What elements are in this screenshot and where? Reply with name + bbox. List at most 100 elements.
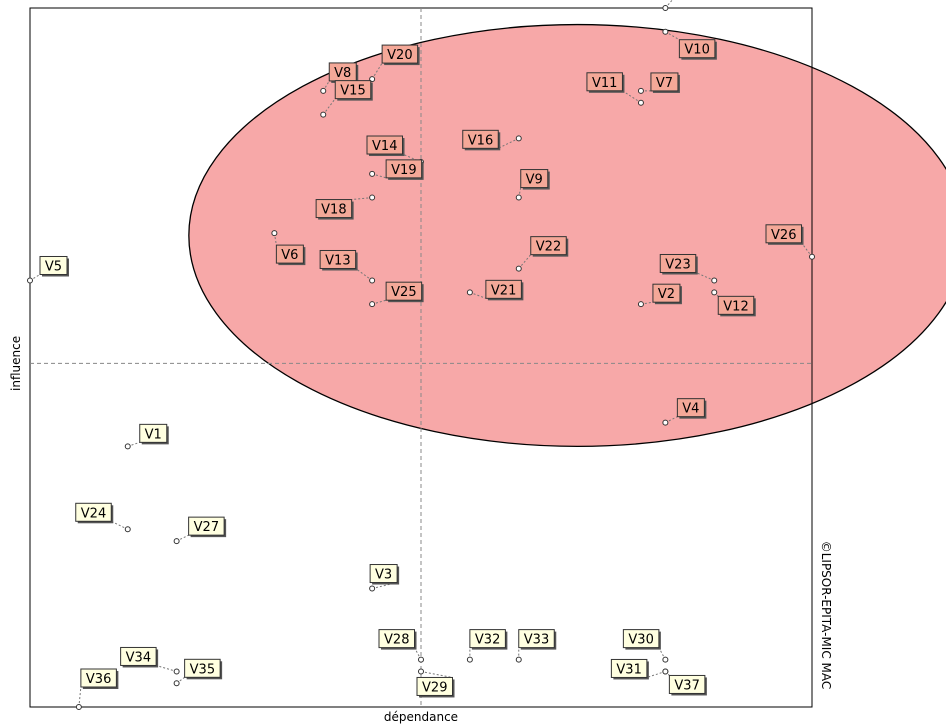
label-v19: V19 [385, 159, 424, 180]
label-v21: V21 [485, 279, 524, 301]
leader-line-v22 [518, 254, 532, 269]
leader-line-v24 [111, 520, 128, 530]
label-text: V2 [658, 287, 675, 302]
data-labels: V1 V2 V3 V4 V5 V6 V7 V8 V9 V10 V11 V12 V13 V14 V15 V16 V… [39, 39, 804, 698]
label-v20: V20 [381, 44, 420, 66]
label-v24: V24 [75, 502, 114, 524]
label-v18: V18 [315, 199, 354, 220]
point-v1 [124, 443, 131, 450]
label-text: V11 [592, 76, 617, 91]
label-text: V16 [468, 133, 493, 148]
highlight-layer [188, 23, 946, 447]
point-v23 [711, 277, 718, 284]
label-text: V9 [526, 173, 543, 188]
label-text: V32 [475, 633, 500, 648]
point-v27 [173, 538, 180, 545]
copyright-label: ©LIPSOR-EPITA-MIC MAC [819, 541, 833, 690]
point-v21 [466, 289, 473, 296]
label-v2: V2 [652, 283, 682, 305]
leader-line-v26 [801, 242, 813, 258]
label-text: V3 [375, 568, 392, 583]
label-text: V30 [628, 633, 653, 648]
leader-line-v13 [355, 268, 373, 281]
label-v31: V31 [610, 658, 649, 680]
label-text: V18 [321, 203, 346, 218]
label-v6: V6 [275, 244, 306, 266]
point-v37 [662, 668, 669, 675]
point-v18 [369, 194, 376, 201]
label-box [139, 423, 168, 443]
label-text: V5 [45, 259, 62, 274]
label-text: V34 [126, 650, 151, 665]
label-box [469, 629, 506, 649]
label-v4: V4 [676, 398, 707, 419]
label-text: V8 [334, 66, 351, 81]
point-v36 [75, 704, 82, 710]
point-v6 [271, 230, 278, 237]
leader-line-v36 [78, 686, 82, 708]
label-box [610, 658, 648, 678]
label-box [75, 502, 112, 522]
label-v5: V5 [39, 255, 69, 277]
label-box [622, 629, 660, 649]
label-v15: V15 [334, 80, 373, 101]
label-text: V31 [616, 662, 641, 677]
label-v30: V30 [622, 629, 661, 650]
label-box [188, 516, 225, 536]
label-v27: V27 [188, 516, 227, 538]
leader-line-v17 [664, 0, 673, 9]
label-box [80, 668, 117, 688]
label-box [369, 564, 398, 584]
label-box [378, 629, 415, 649]
label-v26: V26 [765, 224, 804, 245]
point-v3 [369, 585, 376, 592]
point-v30 [662, 656, 669, 663]
label-box [334, 80, 372, 100]
label-v22: V22 [530, 236, 569, 257]
point-v34 [173, 668, 180, 675]
label-box [652, 283, 681, 303]
label-v10: V10 [678, 39, 717, 60]
label-v23: V23 [659, 253, 698, 275]
point-v33 [515, 656, 522, 663]
point-v12 [711, 289, 718, 296]
data-points [27, 5, 815, 710]
leader-line-v15 [322, 98, 336, 115]
point-v22 [515, 265, 522, 272]
label-text: V27 [194, 520, 219, 535]
label-v35: V35 [184, 658, 223, 680]
label-box [462, 129, 499, 149]
leader-line-v19 [371, 173, 387, 179]
leader-line-v10 [665, 31, 680, 41]
label-text: V13 [325, 253, 350, 268]
label-v25: V25 [385, 281, 424, 303]
x-axis-label: dépendance [384, 710, 458, 724]
point-v8 [320, 87, 327, 94]
label-box [520, 169, 549, 189]
label-text: V20 [387, 48, 412, 63]
point-v26 [809, 253, 815, 260]
label-text: V21 [491, 283, 516, 298]
label-box [485, 279, 522, 299]
label-box [586, 72, 623, 92]
point-v13 [369, 277, 376, 284]
label-box [717, 295, 755, 315]
leader-line-v20 [371, 62, 383, 80]
label-text: V26 [771, 228, 796, 243]
point-v29 [418, 668, 424, 675]
point-v15 [320, 111, 327, 118]
point-v17 [662, 5, 669, 11]
label-text: V23 [665, 257, 690, 272]
point-v11 [637, 99, 644, 106]
label-box [530, 236, 567, 256]
label-box [381, 44, 419, 64]
leader-line-v31 [646, 670, 666, 678]
label-text: V1 [145, 427, 162, 442]
label-v7: V7 [650, 72, 680, 93]
label-box [120, 646, 157, 666]
label-v8: V8 [328, 62, 359, 83]
label-v9: V9 [520, 169, 550, 190]
label-box [416, 676, 453, 696]
label-text: V7 [656, 76, 673, 91]
label-text: V36 [86, 672, 111, 687]
